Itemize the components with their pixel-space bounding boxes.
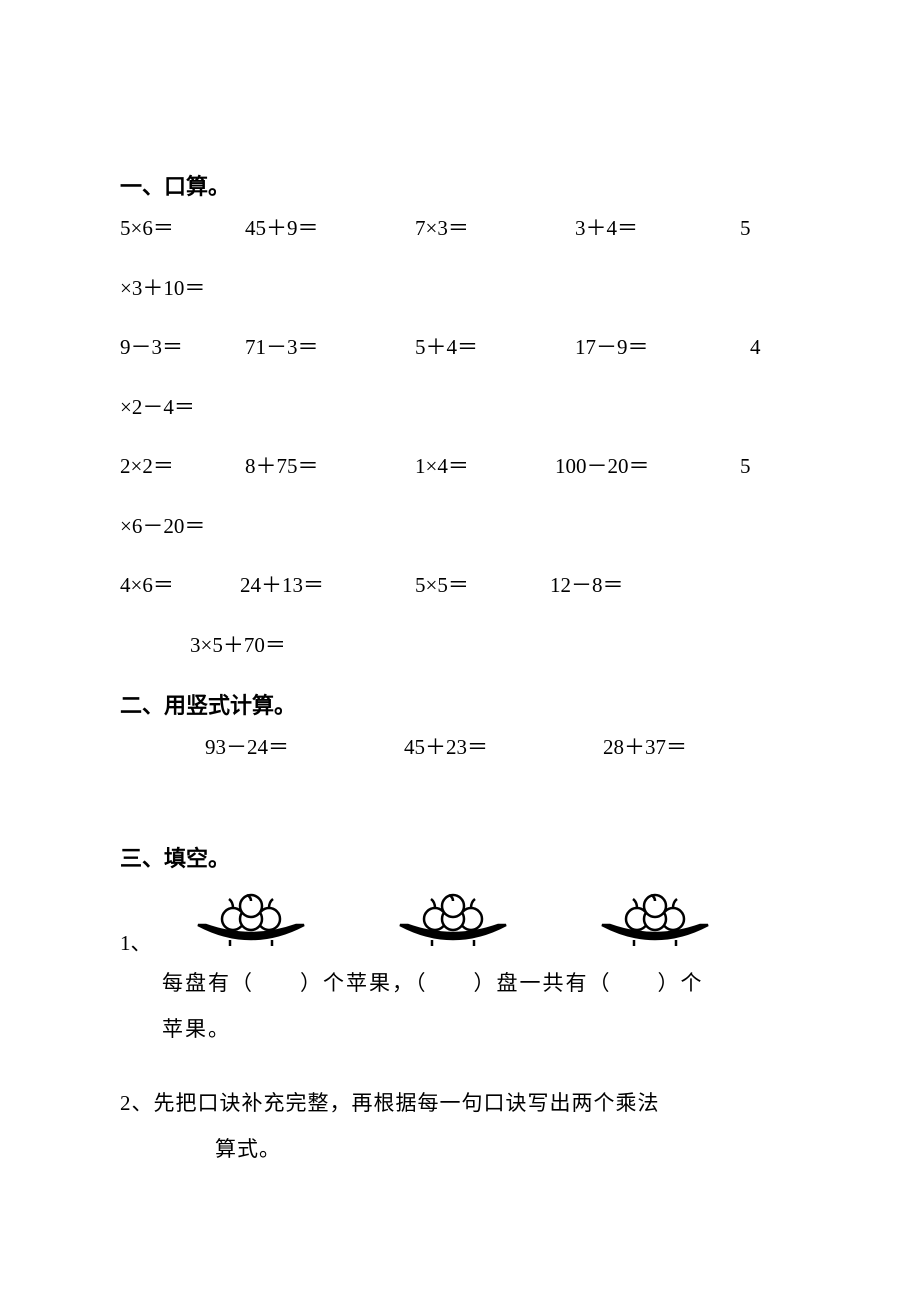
sec1-row4a: 4×6＝ 24＋13＝ 5×5＝ 12－8＝ [120, 570, 800, 602]
sec2-items: 93－24＝ 45＋23＝ 28＋37＝ [120, 732, 800, 764]
sec1-row4b: 3×5＋70＝ [120, 630, 800, 662]
q1-line1: 每盘有（ ）个苹果，（ ）盘一共有（ ）个 [162, 960, 800, 1006]
fruit-bowl-icon [392, 893, 514, 948]
expr: 17－9＝ [575, 332, 750, 364]
fruit-bowl-icon [190, 893, 312, 948]
expr-wrap-cont: ×3＋10＝ [120, 273, 205, 305]
q1-text: 每盘有（ ）个苹果，（ ）盘一共有（ ）个 苹果。 [162, 960, 800, 1052]
expr: 5×6＝ [120, 213, 245, 245]
expr: 2×2＝ [120, 451, 245, 483]
expr-wrap-cont: ×2－4＝ [120, 392, 195, 424]
expr: 5＋4＝ [415, 332, 575, 364]
expr-indent: 3×5＋70＝ [190, 630, 286, 662]
sec1-row3b: ×6－20＝ [120, 511, 800, 543]
expr: 4×6＝ [120, 570, 240, 602]
sec1-row2b: ×2－4＝ [120, 392, 800, 424]
expr: 7×3＝ [415, 213, 575, 245]
expr-wrap: 4 [750, 332, 761, 364]
expr: 24＋13＝ [240, 570, 415, 602]
fruit-bowl-row [190, 893, 716, 948]
expr-wrap: 5 [740, 213, 751, 245]
q2-line2: 算式。 [215, 1126, 800, 1172]
vertical-expr: 28＋37＝ [603, 732, 687, 764]
vertical-expr: 93－24＝ [205, 732, 289, 764]
section-3-title: 三、填空。 [120, 842, 800, 875]
expr: 5×5＝ [415, 570, 550, 602]
q1-row: 1、 [120, 885, 800, 960]
q2-line1: 2、先把口诀补充完整，再根据每一句口诀写出两个乘法 [120, 1080, 800, 1126]
expr-wrap-cont: ×6－20＝ [120, 511, 205, 543]
q1-number: 1、 [120, 928, 152, 960]
expr: 71－3＝ [245, 332, 415, 364]
expr: 8＋75＝ [245, 451, 415, 483]
sec1-row1a: 5×6＝ 45＋9＝ 7×3＝ 3＋4＝ 5 [120, 213, 800, 245]
sec1-row2a: 9－3＝ 71－3＝ 5＋4＝ 17－9＝ 4 [120, 332, 800, 364]
fruit-bowl-icon [594, 893, 716, 948]
expr-wrap: 5 [740, 451, 751, 483]
sec1-row1b: ×3＋10＝ [120, 273, 800, 305]
expr: 9－3＝ [120, 332, 245, 364]
section-2-title: 二、用竖式计算。 [120, 689, 800, 722]
expr: 45＋9＝ [245, 213, 415, 245]
q1-line2: 苹果。 [162, 1006, 800, 1052]
expr: 1×4＝ [415, 451, 555, 483]
q2-text: 2、先把口诀补充完整，再根据每一句口诀写出两个乘法 算式。 [120, 1080, 800, 1172]
expr: 12－8＝ [550, 570, 624, 602]
sec1-row3a: 2×2＝ 8＋75＝ 1×4＝ 100－20＝ 5 [120, 451, 800, 483]
section-1-title: 一、口算。 [120, 170, 800, 203]
vertical-expr: 45＋23＝ [404, 732, 488, 764]
expr: 3＋4＝ [575, 213, 740, 245]
expr: 100－20＝ [555, 451, 740, 483]
